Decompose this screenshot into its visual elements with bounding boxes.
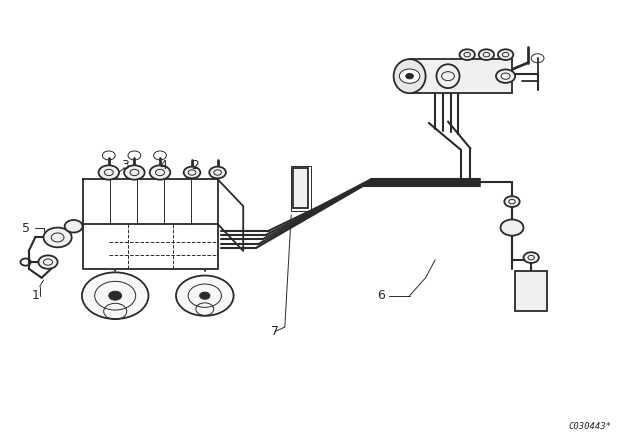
Circle shape [460,49,475,60]
Circle shape [504,196,520,207]
Circle shape [399,69,420,83]
Text: C030443*: C030443* [568,422,611,431]
Text: 3: 3 [121,159,129,172]
Circle shape [109,291,122,300]
Text: 4: 4 [159,159,167,172]
Circle shape [500,220,524,236]
Circle shape [209,167,226,178]
Ellipse shape [394,59,426,93]
Text: 7: 7 [271,325,279,338]
Circle shape [524,252,539,263]
Text: 6: 6 [377,289,385,302]
Bar [291,166,311,211]
Text: 2: 2 [191,159,199,172]
Circle shape [184,167,200,178]
Circle shape [176,276,234,316]
Circle shape [124,165,145,180]
Circle shape [200,292,210,299]
Bar [515,271,547,311]
Text: 5: 5 [22,222,29,235]
Circle shape [496,69,515,83]
Circle shape [65,220,83,233]
Circle shape [99,165,119,180]
Bar [410,59,512,93]
Circle shape [479,49,494,60]
Circle shape [82,272,148,319]
Circle shape [38,255,58,269]
Circle shape [44,228,72,247]
Circle shape [406,73,413,79]
Circle shape [498,49,513,60]
Circle shape [150,165,170,180]
Bar [293,168,308,208]
Text: 1: 1 [31,289,39,302]
Ellipse shape [436,64,460,88]
